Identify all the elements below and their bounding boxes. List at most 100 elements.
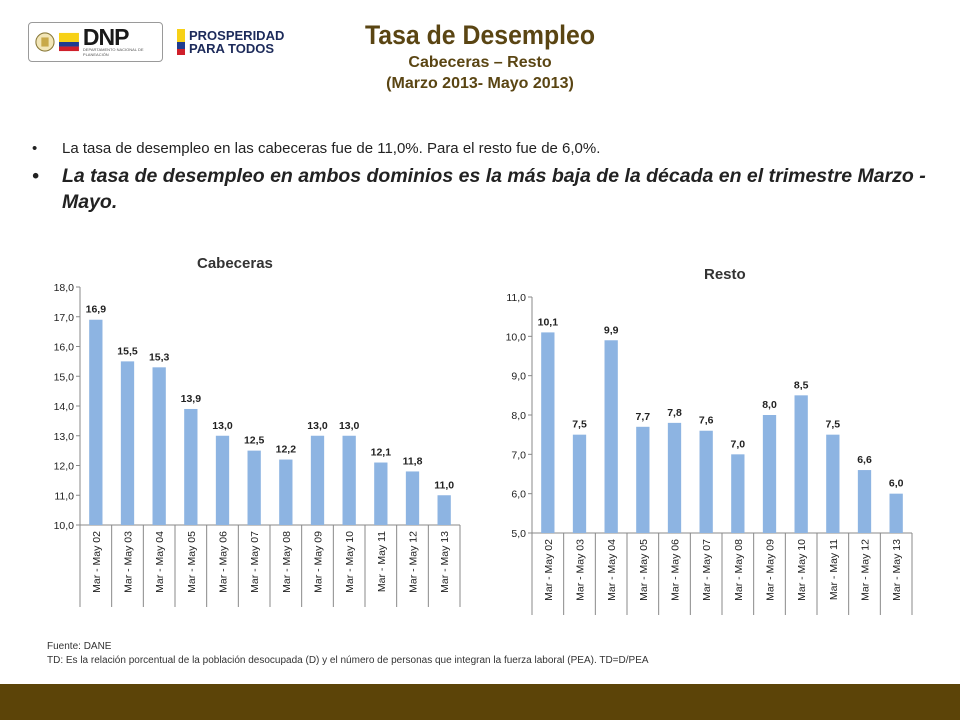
prosperidad-line1: PROSPERIDAD <box>189 28 285 43</box>
y-tick-label: 12,0 <box>54 461 75 473</box>
x-tick-label: Mar - May 07 <box>249 531 261 593</box>
y-tick-label: 8,0 <box>511 410 526 422</box>
bar <box>636 426 650 533</box>
x-tick-label: Mar - May 03 <box>575 539 587 601</box>
footer-source: Fuente: DANE <box>47 641 112 652</box>
x-tick-label: Mar - May 09 <box>313 531 325 593</box>
bar <box>794 395 808 533</box>
x-tick-label: Mar - May 08 <box>733 539 745 601</box>
x-tick-label: Mar - May 08 <box>281 531 293 593</box>
y-tick-label: 18,0 <box>54 282 75 294</box>
bullet-item-emphasis: • La tasa de desempleo en ambos dominios… <box>32 163 932 215</box>
x-tick-label: Mar - May 02 <box>543 539 555 601</box>
data-label: 9,9 <box>604 324 619 336</box>
footer-note: TD: Es la relación porcentual de la pobl… <box>47 655 649 666</box>
x-tick-label: Mar - May 10 <box>344 531 356 593</box>
bar <box>184 408 198 525</box>
bar <box>541 332 555 533</box>
prosperidad-stripes-icon <box>177 29 185 55</box>
bullet-text-emphasis: La tasa de desempleo en ambos dominios e… <box>62 165 926 213</box>
bullet-item: • La tasa de desempleo en las cabeceras … <box>32 140 932 157</box>
bar <box>374 462 388 525</box>
y-tick-label: 11,0 <box>506 292 526 304</box>
dnp-logo: DNP DEPARTAMENTO NACIONAL DE PLANEACIÓN <box>28 22 163 62</box>
prosperidad-logo: PROSPERIDAD PARA TODOS <box>177 29 284 55</box>
y-tick-label: 15,0 <box>54 371 75 383</box>
data-label: 10,1 <box>538 316 559 328</box>
data-label: 12,1 <box>371 447 392 459</box>
dnp-logo-text: DNP <box>82 24 130 50</box>
y-tick-label: 5,0 <box>511 528 526 540</box>
x-tick-label: Mar - May 11 <box>828 539 840 600</box>
bar <box>152 367 166 525</box>
chart-title-cabeceras: Cabeceras <box>197 255 273 272</box>
logos: DNP DEPARTAMENTO NACIONAL DE PLANEACIÓN … <box>28 20 284 64</box>
x-tick-label: Mar - May 12 <box>860 539 872 601</box>
y-tick-label: 13,0 <box>54 431 75 443</box>
bar <box>342 435 356 525</box>
bullet-list: • La tasa de desempleo en las cabeceras … <box>32 140 932 215</box>
bar <box>667 422 682 533</box>
page-period: (Marzo 2013- Mayo 2013) <box>386 75 574 92</box>
chart-resto: 5,0 6,0 7,0 8,0 9,0 10,0 11,0 10,1 Mar - May 02 7… <box>506 292 913 615</box>
chart-title-resto: Resto <box>704 266 746 283</box>
x-tick-label: Mar - May 04 <box>154 531 166 593</box>
data-label: 8,5 <box>794 379 809 391</box>
data-label: 7,5 <box>572 419 587 431</box>
x-tick-label: Mar - May 10 <box>796 539 808 601</box>
bullet-dot-icon: • <box>32 140 38 157</box>
y-tick-label: 10,0 <box>506 331 527 343</box>
y-tick-label: 6,0 <box>511 489 526 501</box>
data-label: 12,2 <box>276 444 297 456</box>
data-label: 8,0 <box>762 399 777 411</box>
data-label: 7,5 <box>826 419 841 431</box>
data-label: 16,9 <box>86 304 107 316</box>
x-tick-label: Mar - May 05 <box>638 539 650 601</box>
data-label: 13,0 <box>212 420 233 432</box>
y-tick-label: 16,0 <box>54 342 75 354</box>
bar <box>572 434 587 533</box>
x-tick-label: Mar - May 04 <box>606 539 618 601</box>
x-tick-label: Mar - May 13 <box>891 539 903 601</box>
data-label: 13,0 <box>307 420 328 432</box>
bottom-band <box>0 684 960 720</box>
data-label: 13,0 <box>339 420 360 432</box>
x-tick-label: Mar - May 02 <box>91 531 103 593</box>
y-tick-label: 10,0 <box>54 520 75 532</box>
page-title: Tasa de Desempleo <box>364 20 596 50</box>
bullet-dot-icon: • <box>32 165 39 187</box>
x-tick-label: Mar - May 03 <box>123 531 135 593</box>
colombia-flag-icon <box>58 32 79 52</box>
data-label: 11,8 <box>403 455 423 467</box>
x-tick-label: Mar - May 11 <box>376 531 388 592</box>
bullet-text: La tasa de desempleo en las cabeceras fu… <box>62 140 601 157</box>
data-label: 6,6 <box>857 454 872 466</box>
x-tick-label: Mar - May 09 <box>765 539 777 601</box>
data-label: 7,7 <box>636 411 651 423</box>
x-tick-label: Mar - May 07 <box>701 539 713 601</box>
y-tick-label: 17,0 <box>54 312 75 324</box>
bar <box>120 361 135 525</box>
y-tick-label: 7,0 <box>511 449 526 461</box>
chart-cabeceras: 10,0 11,0 12,0 13,0 14,0 15,0 16,0 17,0 18,0 16,9… <box>54 282 461 607</box>
bar <box>405 471 420 525</box>
y-tick-label: 11,0 <box>54 490 74 502</box>
x-tick-label: Mar - May 05 <box>186 531 198 593</box>
footer: Fuente: DANE TD: Es la relación porcentu… <box>47 640 649 668</box>
x-tick-label: Mar - May 12 <box>408 531 420 593</box>
bar <box>215 435 230 525</box>
title-block: Tasa de Desempleo Cabeceras – Resto (Mar… <box>0 20 960 93</box>
prosperidad-line2: PARA TODOS <box>189 41 274 56</box>
colombia-shield-icon <box>35 32 55 52</box>
data-label: 7,0 <box>731 438 746 450</box>
bar <box>699 430 713 533</box>
x-tick-label: Mar - May 06 <box>670 539 682 601</box>
bar <box>89 319 103 525</box>
data-label: 15,3 <box>149 351 170 363</box>
data-label: 13,9 <box>181 393 202 405</box>
bar <box>247 450 261 525</box>
bar <box>857 470 872 533</box>
bar <box>310 435 325 525</box>
y-tick-label: 9,0 <box>511 371 526 383</box>
bar <box>889 493 903 533</box>
